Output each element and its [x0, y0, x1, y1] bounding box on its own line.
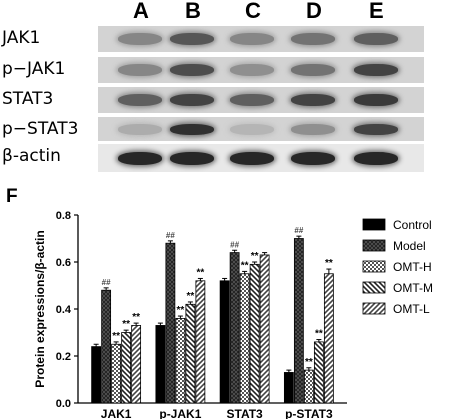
significance-mark: ** — [196, 267, 204, 278]
blot-band — [118, 94, 162, 106]
blot-row-label: β-actin — [2, 146, 61, 166]
lane-label-c: C — [245, 0, 261, 23]
bar-control — [219, 280, 230, 404]
bar-omt-m — [121, 332, 132, 404]
blot-band — [291, 94, 335, 106]
blot-row-label: p−STAT3 — [2, 119, 79, 139]
significance-mark: ** — [241, 260, 249, 271]
legend-swatch-control — [362, 218, 386, 231]
blot-strip — [98, 87, 424, 113]
legend-label: Model — [393, 239, 426, 253]
legend-swatch-omt-l — [362, 302, 386, 315]
bar-model — [293, 238, 304, 404]
blot-band — [170, 124, 214, 135]
bar-omt-h — [175, 317, 186, 404]
significance-mark: ** — [315, 329, 323, 340]
bar-model — [101, 289, 112, 404]
legend-swatch-model — [362, 239, 386, 252]
y-tick-label: 0.8 — [56, 210, 71, 222]
legend-label: OMT-L — [393, 302, 430, 316]
bar-control — [91, 346, 102, 404]
western-blot-panel: A B C D E JAK1 p−JAK1 STAT3 p−STAT3 β-actin — [0, 0, 457, 178]
bar-control — [155, 325, 166, 404]
bar-model — [165, 242, 176, 404]
blot-band — [354, 124, 398, 135]
bar-omt-h — [111, 343, 122, 404]
panel-label-f: F — [6, 186, 18, 207]
significance-mark: ** — [122, 319, 130, 330]
blot-band — [291, 64, 335, 76]
significance-mark: ## — [102, 278, 111, 287]
significance-mark: ** — [251, 251, 259, 262]
blot-strip — [98, 144, 424, 172]
blot-band — [230, 94, 274, 106]
blot-band — [230, 64, 274, 76]
y-axis-label: Protein expressions/β-actin — [33, 230, 47, 387]
blot-band — [118, 124, 162, 135]
bar-omt-m — [185, 303, 196, 404]
significance-mark: ** — [186, 291, 194, 302]
blot-band — [354, 33, 398, 45]
lane-label-b: B — [185, 0, 201, 23]
legend-label: OMT-H — [393, 260, 432, 274]
significance-mark: ## — [230, 240, 239, 249]
x-tick-label: STAT3 — [227, 407, 264, 419]
bar-omt-l — [131, 325, 142, 404]
blot-band — [118, 33, 162, 45]
blot-band — [230, 33, 274, 45]
significance-mark: ** — [325, 258, 333, 269]
blot-band — [291, 33, 335, 45]
significance-mark: ** — [132, 312, 140, 323]
blot-strip — [98, 117, 424, 141]
significance-mark: ** — [176, 305, 184, 316]
bar-omt-l — [195, 280, 206, 404]
blot-band — [118, 152, 162, 165]
y-tick-label: 0.4 — [56, 304, 72, 316]
bar-omt-h — [303, 369, 314, 404]
blot-strip — [98, 57, 424, 83]
blot-band — [230, 152, 274, 165]
blot-strip — [98, 26, 424, 52]
blot-band — [170, 64, 214, 76]
blot-band — [354, 94, 398, 106]
y-tick-label: 0.6 — [56, 257, 71, 269]
bar-omt-m — [313, 341, 324, 404]
blot-row-label: STAT3 — [2, 89, 54, 109]
legend-label: OMT-M — [393, 281, 433, 295]
lane-label-d: D — [306, 0, 322, 23]
bar-omt-m — [249, 263, 260, 404]
lane-label-a: A — [133, 0, 149, 23]
bar-omt-l — [259, 254, 270, 404]
y-tick-label: 0.0 — [56, 398, 71, 410]
bar-omt-l — [323, 273, 334, 404]
x-tick-label: p-STAT3 — [285, 407, 333, 419]
significance-mark: ** — [305, 357, 313, 368]
significance-mark: ## — [294, 226, 303, 235]
blot-band — [230, 124, 274, 135]
significance-mark: ## — [166, 231, 175, 240]
blot-band — [291, 152, 335, 165]
legend-label: Control — [393, 218, 432, 232]
blot-band — [118, 64, 162, 76]
bar-control — [283, 372, 294, 404]
x-tick-label: p-JAK1 — [159, 407, 201, 419]
y-tick-label: 0.2 — [56, 351, 71, 363]
x-tick-label: JAK1 — [101, 407, 132, 419]
protein-expression-bar-chart: 0.0 0.2 0.4 0.6 0.8 Protein expressions/β-act… — [33, 210, 433, 419]
lane-label-e: E — [369, 0, 384, 23]
blot-band — [291, 124, 335, 135]
blot-band — [170, 33, 214, 45]
blot-row-label: p−JAK1 — [2, 59, 66, 79]
significance-mark: ** — [112, 331, 120, 342]
legend-swatch-omt-m — [362, 281, 386, 294]
legend-swatch-omt-h — [362, 260, 386, 273]
bar-model — [229, 252, 240, 404]
blot-band — [354, 152, 398, 165]
blot-band — [170, 94, 214, 106]
blot-band — [170, 152, 214, 165]
blot-band — [354, 64, 398, 76]
blot-row-label: JAK1 — [2, 28, 41, 48]
bar-omt-h — [239, 273, 250, 404]
